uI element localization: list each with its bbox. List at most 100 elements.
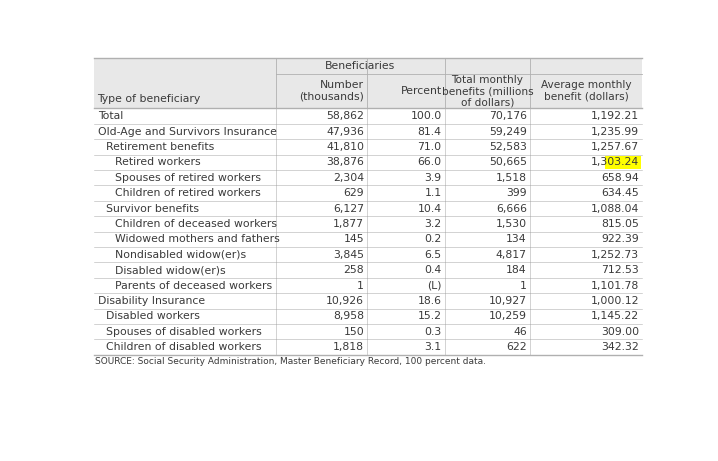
Text: 8,958: 8,958	[333, 311, 364, 321]
Text: 10,926: 10,926	[326, 296, 364, 306]
Text: 10,927: 10,927	[489, 296, 527, 306]
Text: 3.1: 3.1	[424, 342, 442, 352]
Text: 1,877: 1,877	[333, 219, 364, 229]
Text: Spouses of disabled workers: Spouses of disabled workers	[106, 327, 262, 337]
Text: 50,665: 50,665	[489, 157, 527, 167]
Text: 145: 145	[343, 234, 364, 244]
Text: 1,000.12: 1,000.12	[591, 296, 639, 306]
Text: 1,101.78: 1,101.78	[591, 281, 639, 290]
Bar	[93, 216, 643, 231]
Text: 712.53: 712.53	[602, 265, 639, 275]
Text: 150: 150	[343, 327, 364, 337]
Text: 38,876: 38,876	[326, 157, 364, 167]
Text: 1,252.73: 1,252.73	[591, 250, 639, 260]
Text: 58,862: 58,862	[326, 111, 364, 121]
Text: 1,235.99: 1,235.99	[591, 127, 639, 136]
Text: 3,845: 3,845	[333, 250, 364, 260]
Text: Type of beneficiary: Type of beneficiary	[97, 94, 200, 104]
Text: 70,176: 70,176	[489, 111, 527, 121]
Text: 342.32: 342.32	[602, 342, 639, 352]
Text: 1,088.04: 1,088.04	[591, 204, 639, 213]
Bar	[93, 59, 643, 108]
Text: 0.2: 0.2	[424, 234, 442, 244]
Text: 10.4: 10.4	[417, 204, 442, 213]
Text: 41,810: 41,810	[326, 142, 364, 152]
Text: 10,259: 10,259	[489, 311, 527, 321]
Text: Old-Age and Survivors Insurance: Old-Age and Survivors Insurance	[98, 127, 277, 136]
Text: 1,530: 1,530	[495, 219, 527, 229]
Text: 81.4: 81.4	[418, 127, 442, 136]
Bar	[93, 154, 643, 170]
Text: 1.1: 1.1	[424, 188, 442, 198]
Text: 0.3: 0.3	[424, 327, 442, 337]
Text: Nondisabled widow(er)s: Nondisabled widow(er)s	[116, 250, 246, 260]
Text: 634.45: 634.45	[602, 188, 639, 198]
Bar	[93, 278, 643, 293]
Text: 47,936: 47,936	[326, 127, 364, 136]
Text: 309.00: 309.00	[601, 327, 639, 337]
Text: 1,257.67: 1,257.67	[591, 142, 639, 152]
Text: Disabled widow(er)s: Disabled widow(er)s	[116, 265, 226, 275]
Bar	[93, 124, 643, 139]
Bar	[93, 293, 643, 309]
Bar	[93, 231, 643, 247]
Text: Children of retired workers: Children of retired workers	[116, 188, 261, 198]
Text: Retired workers: Retired workers	[116, 157, 201, 167]
Text: 1: 1	[520, 281, 527, 290]
Text: Percent: Percent	[401, 86, 442, 96]
Bar	[605, 156, 640, 169]
Text: 1,145.22: 1,145.22	[591, 311, 639, 321]
Text: 3.9: 3.9	[424, 173, 442, 183]
Text: Spouses of retired workers: Spouses of retired workers	[116, 173, 261, 183]
Text: 52,583: 52,583	[489, 142, 527, 152]
Text: 15.2: 15.2	[418, 311, 442, 321]
Text: 399: 399	[506, 188, 527, 198]
Text: Children of deceased workers: Children of deceased workers	[116, 219, 277, 229]
Text: 658.94: 658.94	[602, 173, 639, 183]
Bar	[93, 139, 643, 154]
Text: 3.2: 3.2	[424, 219, 442, 229]
Text: 1,192.21: 1,192.21	[591, 111, 639, 121]
Text: 184: 184	[506, 265, 527, 275]
Text: Total: Total	[98, 111, 123, 121]
Text: (L): (L)	[427, 281, 442, 290]
Text: 0.4: 0.4	[424, 265, 442, 275]
Bar	[93, 262, 643, 278]
Bar	[93, 170, 643, 185]
Text: 1,518: 1,518	[496, 173, 527, 183]
Text: 815.05: 815.05	[602, 219, 639, 229]
Text: Widowed mothers and fathers: Widowed mothers and fathers	[116, 234, 280, 244]
Bar	[93, 339, 643, 355]
Text: 6,666: 6,666	[496, 204, 527, 213]
Text: Disability Insurance: Disability Insurance	[98, 296, 205, 306]
Text: Retirement benefits: Retirement benefits	[106, 142, 214, 152]
Text: SOURCE: Social Security Administration, Master Beneficiary Record, 100 percent d: SOURCE: Social Security Administration, …	[95, 356, 486, 366]
Text: Number
(thousands): Number (thousands)	[299, 80, 364, 102]
Text: 71.0: 71.0	[417, 142, 442, 152]
Text: 46: 46	[513, 327, 527, 337]
Text: 4,817: 4,817	[496, 250, 527, 260]
Text: 6,127: 6,127	[333, 204, 364, 213]
Text: Beneficiaries: Beneficiaries	[325, 61, 396, 71]
Text: 1: 1	[358, 281, 364, 290]
Text: 1,303.24: 1,303.24	[591, 157, 639, 167]
Text: 66.0: 66.0	[417, 157, 442, 167]
Bar	[93, 324, 643, 339]
Text: Children of disabled workers: Children of disabled workers	[106, 342, 261, 352]
Text: 629: 629	[343, 188, 364, 198]
Bar	[93, 185, 643, 201]
Text: 622: 622	[506, 342, 527, 352]
Text: Parents of deceased workers: Parents of deceased workers	[116, 281, 272, 290]
Text: Survivor benefits: Survivor benefits	[106, 204, 199, 213]
Bar	[93, 201, 643, 216]
Text: Disabled workers: Disabled workers	[106, 311, 200, 321]
Text: 59,249: 59,249	[489, 127, 527, 136]
Text: 100.0: 100.0	[411, 111, 442, 121]
Bar	[93, 247, 643, 262]
Text: 6.5: 6.5	[424, 250, 442, 260]
Text: Total monthly
benefits (millions
of dollars): Total monthly benefits (millions of doll…	[442, 75, 533, 108]
Text: 1,818: 1,818	[333, 342, 364, 352]
Text: 18.6: 18.6	[418, 296, 442, 306]
Text: Average monthly
benefit (dollars): Average monthly benefit (dollars)	[541, 80, 631, 102]
Text: 134: 134	[506, 234, 527, 244]
